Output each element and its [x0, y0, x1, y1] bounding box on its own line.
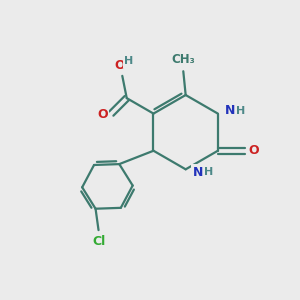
- Text: CH₃: CH₃: [171, 53, 195, 66]
- Text: H: H: [204, 167, 214, 177]
- Text: H: H: [124, 56, 134, 66]
- Text: N: N: [193, 166, 203, 179]
- Text: Cl: Cl: [92, 235, 105, 248]
- Text: O: O: [97, 108, 108, 121]
- Text: O: O: [248, 144, 259, 157]
- Text: O: O: [115, 59, 125, 72]
- Text: H: H: [236, 106, 246, 116]
- Text: N: N: [225, 104, 236, 117]
